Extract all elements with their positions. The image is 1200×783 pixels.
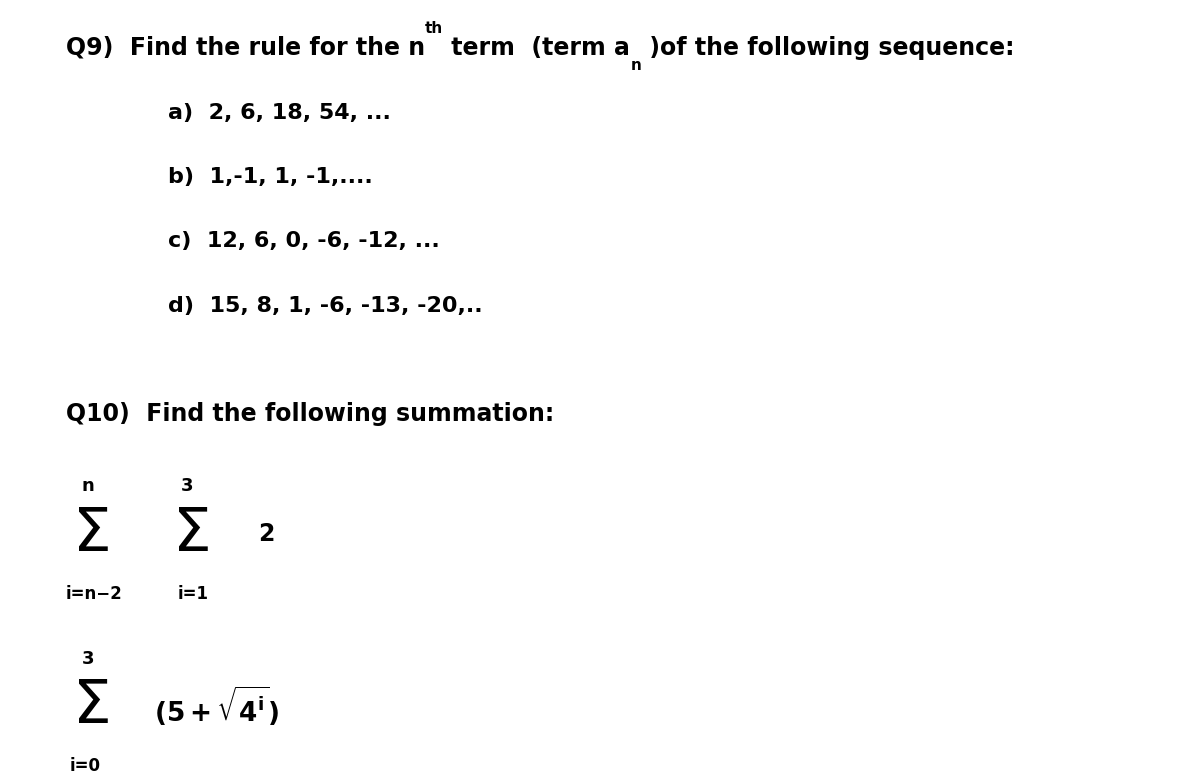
Text: Q10)  Find the following summation:: Q10) Find the following summation: [66,402,554,426]
Text: Q9)  Find the rule for the n: Q9) Find the rule for the n [66,36,425,60]
Text: $\Sigma$: $\Sigma$ [172,505,209,564]
Text: c)  12, 6, 0, -6, -12, ...: c) 12, 6, 0, -6, -12, ... [168,232,439,251]
Text: $\mathbf{(5 + \sqrt{4^{i}})}$: $\mathbf{(5 + \sqrt{4^{i}})}$ [154,685,280,728]
Text: )of the following sequence:: )of the following sequence: [641,36,1015,60]
Text: i=1: i=1 [178,585,209,603]
Text: a)  2, 6, 18, 54, ...: a) 2, 6, 18, 54, ... [168,103,391,123]
Text: i=n−2: i=n−2 [66,585,122,603]
Text: d)  15, 8, 1, -6, -13, -20,..: d) 15, 8, 1, -6, -13, -20,.. [168,296,482,316]
Text: 2: 2 [258,522,275,547]
Text: th: th [425,21,443,36]
Text: 3: 3 [181,478,193,496]
Text: term  (term a: term (term a [443,36,630,60]
Text: $\Sigma$: $\Sigma$ [72,505,109,564]
Text: 3: 3 [82,650,94,668]
Text: b)  1,-1, 1, -1,....: b) 1,-1, 1, -1,.... [168,168,373,187]
Text: n: n [630,59,641,74]
Text: $\Sigma$: $\Sigma$ [72,677,109,736]
Text: n: n [82,478,95,496]
Text: i=0: i=0 [70,757,101,775]
